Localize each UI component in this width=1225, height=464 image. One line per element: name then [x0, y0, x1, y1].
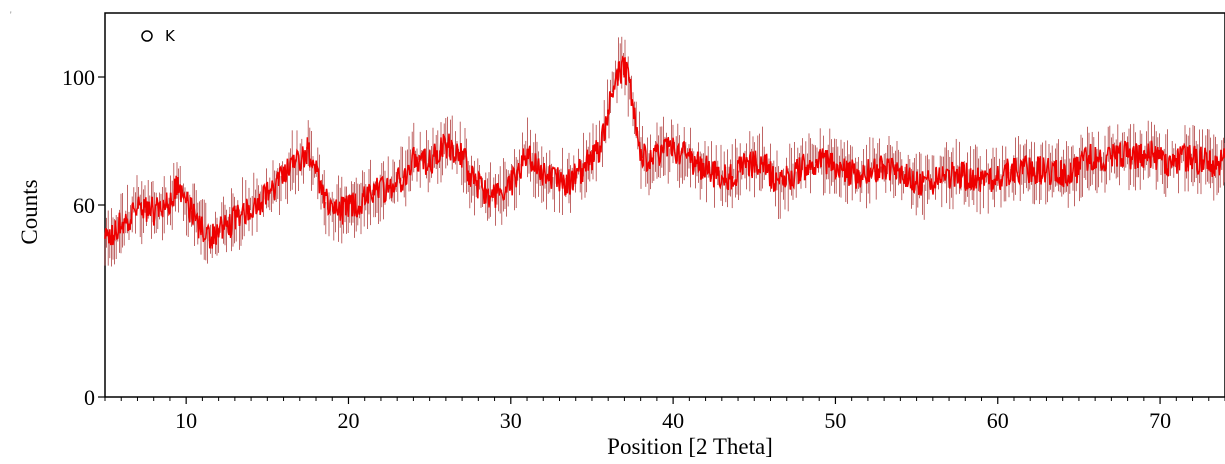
y-axis-title: Counts [17, 179, 42, 244]
x-tick-label-70: 70 [1149, 408, 1171, 433]
x-tick-label-60: 60 [987, 408, 1009, 433]
y-tick-label-100: 100 [62, 65, 95, 90]
x-tick-label-10: 10 [175, 408, 197, 433]
x-tick-label-50: 50 [824, 408, 846, 433]
x-tick-label-20: 20 [337, 408, 359, 433]
y-axis: 0 60 100 [62, 65, 105, 410]
y-tick-label-0: 0 [84, 385, 95, 410]
stray-mark: ' [10, 10, 12, 20]
x-tick-label-40: 40 [662, 408, 684, 433]
y-tick-label-60: 60 [73, 193, 95, 218]
x-tick-label-30: 30 [500, 408, 522, 433]
legend-label: K [165, 27, 176, 45]
diffraction-line [104, 55, 1225, 249]
legend-marker-icon [141, 30, 153, 42]
plot-area [104, 12, 1225, 398]
x-axis: 10 20 30 40 50 60 70 [104, 397, 1225, 433]
x-axis-title: Position [2 Theta] [607, 434, 773, 459]
legend: K [141, 27, 176, 45]
